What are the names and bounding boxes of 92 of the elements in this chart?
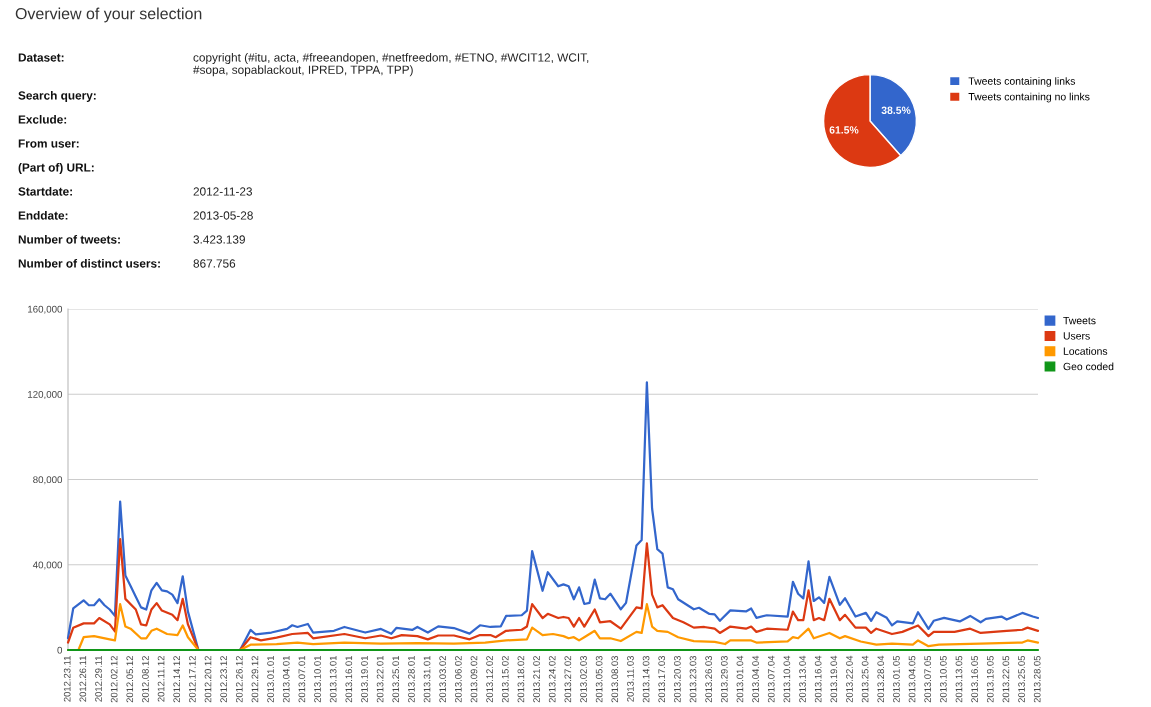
text: Search query: [18, 91, 96, 102]
text: Overview of your selection [15, 7, 202, 23]
x-tick-label: 2013.31.01 [423, 656, 431, 703]
text: From user: [18, 139, 79, 148]
x-tick-label: 2013.19.05 [986, 655, 994, 703]
text: 2012-11-23 [193, 187, 252, 196]
x-tick-label: 2013.22.05 [1002, 655, 1010, 703]
text: Exclude: [18, 115, 67, 124]
text: Number of tweets: [18, 235, 120, 244]
text: 867.756 [193, 259, 236, 268]
legend-label: Tweets [1063, 317, 1096, 325]
x-tick-label: 2013.03.02 [439, 656, 447, 703]
text: Startdate: [18, 187, 72, 196]
x-tick-label: 2013.21.02 [533, 656, 540, 703]
x-tick-label: 2013.28.04 [877, 655, 885, 703]
x-tick-label: 2013.04.01 [282, 656, 290, 703]
x-tick-label: 2013.05.03 [595, 655, 603, 703]
x-tick-label: 2013.13.04 [799, 655, 806, 703]
x-tick-label: 2013.27.02 [564, 656, 572, 703]
x-tick-label: 2013.16.04 [814, 655, 822, 703]
legend-label: Locations [1063, 347, 1108, 355]
x-tick-label: 2013.25.05 [1018, 655, 1025, 703]
x-tick-label: 2012.23.11 [63, 656, 71, 702]
x-tick-label: 2013.07.04 [767, 655, 775, 703]
x-tick-label: 2013.28.05 [1033, 655, 1041, 703]
x-tick-label: 2012.20.12 [204, 656, 212, 703]
x-tick-label: 2013.01.05 [893, 655, 900, 703]
legend-label: Tweets containing no links [968, 92, 1090, 103]
y-tick-label: 80,000 [33, 476, 63, 485]
y-tick-label: 0 [57, 646, 63, 654]
x-tick-label: 2013.12.02 [486, 656, 493, 703]
x-tick-label: 2013.06.02 [454, 656, 462, 703]
x-tick-label: 2012.26.12 [235, 656, 243, 703]
data-label: 38.5% [881, 106, 911, 114]
x-tick-label: 2012.23.12 [220, 656, 227, 703]
x-tick-label: 2013.13.01 [329, 656, 337, 703]
x-tick-label: 2013.10.04 [783, 655, 791, 703]
x-tick-label: 2013.19.01 [361, 656, 368, 703]
x-tick-label: 2012.17.12 [189, 656, 196, 703]
x-tick-label: 2012.26.11 [79, 656, 87, 702]
y-tick-label: 40,000 [32, 561, 63, 570]
x-tick-label: 2013.04.05 [908, 655, 916, 703]
x-tick-label: 2013.26.03 [705, 655, 712, 703]
x-tick-label: 2013.22.01 [376, 656, 384, 703]
x-tick-label: 2013.10.05 [939, 655, 947, 703]
x-tick-label: 2012.05.12 [126, 656, 134, 703]
x-tick-label: 2013.18.02 [517, 656, 525, 703]
legend-label: Geo coded [1063, 362, 1114, 371]
legend-label: Users [1063, 332, 1090, 340]
x-tick-label: 2013.17.03 [658, 655, 666, 703]
legend-label: Tweets containing links [968, 77, 1076, 87]
x-tick-label: 2013.13.05 [955, 655, 963, 703]
y-tick-label: 120,000 [28, 390, 63, 400]
x-tick-label: 2012.29.11 [95, 656, 102, 702]
x-tick-label: 2013.10.01 [314, 656, 321, 703]
x-tick-label: 2012.02.12 [110, 656, 118, 703]
x-tick-label: 2013.19.04 [830, 655, 838, 703]
x-tick-label: 2013.09.02 [470, 656, 478, 703]
y-tick-label: 160,000 [28, 305, 63, 314]
x-tick-label: 2013.01.01 [267, 656, 274, 703]
x-tick-label: 2012.08.12 [142, 656, 149, 703]
text: 3.423.139 [193, 235, 245, 244]
x-tick-label: 2012.11.12 [157, 656, 165, 702]
x-tick-label: 2013.07.05 [924, 655, 932, 703]
text: Dataset: [18, 53, 64, 62]
x-tick-label: 2012.14.12 [173, 656, 181, 703]
text: (Part of) URL: [18, 163, 94, 174]
text: Number of distinct users: [18, 259, 160, 268]
text: Enddate: [18, 211, 68, 220]
x-tick-label: 2013.07.01 [298, 656, 306, 703]
x-tick-label: 2013.15.02 [501, 656, 509, 703]
x-tick-label: 2013.23.03 [689, 655, 697, 703]
x-tick-label: 2013.01.04 [736, 655, 744, 703]
x-tick-label: 2013.14.03 [642, 655, 650, 703]
text: 2013-05-28 [193, 211, 253, 220]
x-tick-label: 2013.20.03 [674, 655, 681, 703]
x-tick-label: 2013.22.04 [846, 655, 853, 703]
x-tick-label: 2013.25.01 [392, 656, 400, 703]
x-tick-label: 2013.04.04 [752, 655, 759, 703]
x-tick-label: 2013.16.05 [971, 655, 978, 703]
x-tick-label: 2013.25.04 [861, 655, 869, 703]
x-tick-label: 2013.16.01 [345, 656, 353, 703]
x-tick-label: 2013.29.03 [720, 655, 728, 703]
x-tick-label: 2013.11.03 [627, 655, 634, 702]
line-series [66, 538, 1040, 652]
x-tick-label: 2013.24.02 [548, 656, 556, 703]
x-tick-label: 2013.28.01 [408, 656, 415, 703]
x-tick-label: 2012.29.12 [251, 656, 259, 703]
x-tick-label: 2013.02.03 [580, 655, 587, 703]
x-tick-label: 2013.08.03 [611, 655, 619, 703]
data-label: 61.5% [829, 126, 859, 134]
text: copyright (#itu, acta, #freeandopen, #netfreedom, #ETNO, #WCIT12, WCIT, #sopa, sopablackout, IPRED, TPPA, TPP) [193, 53, 589, 77]
